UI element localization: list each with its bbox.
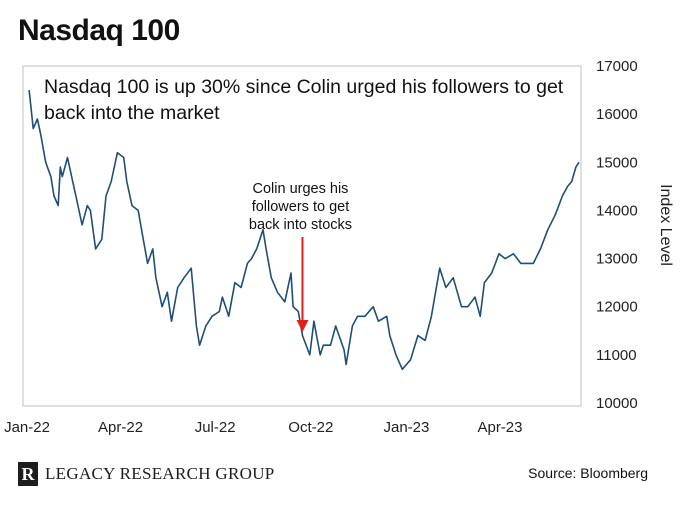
brand-logo: R LEGACY RESEARCH GROUP: [18, 462, 275, 486]
x-axis: Jan-22 Apr-22 Jul-22 Oct-22 Jan-23 Apr-23: [4, 419, 522, 436]
x-tick-label: Apr-22: [98, 419, 143, 436]
y-tick-label: 15000: [596, 154, 638, 171]
y-tick-label: 11000: [596, 347, 637, 364]
annotation: Colin urges his followers to get back into…: [249, 181, 352, 332]
x-tick-label: Oct-22: [288, 419, 333, 436]
series-line: [28, 90, 580, 371]
plot-frame: [22, 65, 582, 407]
y-tick-label: 12000: [596, 299, 638, 316]
x-tick-label: Jan-23: [383, 419, 429, 436]
chart-headline: Nasdaq 100 is up 30% since Colin urged h…: [44, 76, 564, 124]
annotation-text: followers to get: [252, 199, 350, 215]
y-tick-label: 13000: [596, 251, 638, 268]
source-note: Source: Bloomberg: [528, 465, 648, 481]
x-tick-label: Jul-22: [195, 419, 236, 436]
y-axis: 10000 11000 12000 13000 14000 15000 16000 17000: [596, 58, 638, 412]
brand-name: LEGACY RESEARCH GROUP: [45, 464, 275, 483]
x-tick-label: Apr-23: [477, 419, 522, 436]
y-tick-label: 14000: [596, 202, 638, 219]
annotation-text: back into stocks: [249, 217, 352, 233]
y-tick-label: 16000: [596, 106, 638, 123]
y-tick-label: 17000: [596, 58, 638, 75]
annotation-arrowhead: [296, 319, 309, 332]
y-tick-label: 10000: [596, 395, 638, 412]
x-tick-label: Jan-22: [4, 419, 50, 436]
chart-title: Nasdaq 100: [18, 14, 180, 47]
brand-mark-icon: R: [18, 462, 38, 486]
y-axis-label: Index Level: [657, 184, 674, 266]
annotation-text: Colin urges his: [253, 181, 349, 197]
